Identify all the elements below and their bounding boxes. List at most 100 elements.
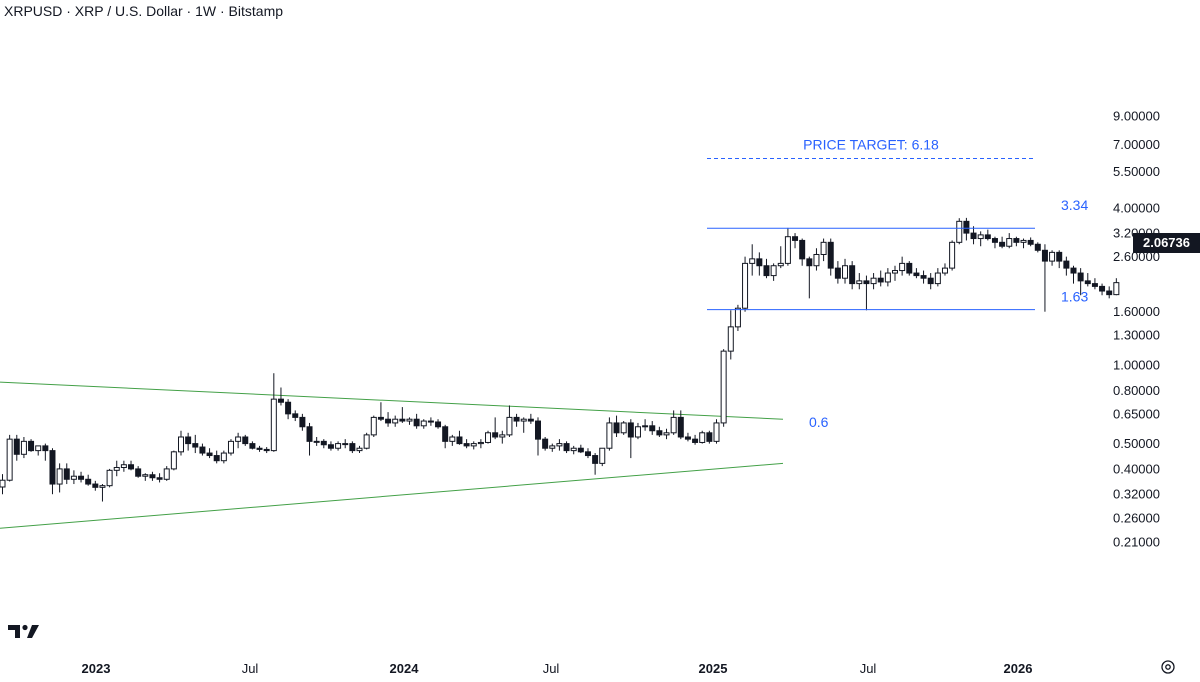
candle xyxy=(220,450,227,464)
candle-body xyxy=(13,438,20,455)
candle-body xyxy=(606,422,613,449)
candle-body xyxy=(663,432,670,436)
candle-body xyxy=(941,267,948,274)
candle-body xyxy=(42,445,49,452)
candle-body xyxy=(756,258,763,267)
candle xyxy=(756,252,763,276)
y-axis: 9.000007.000005.500004.000003.200002.600… xyxy=(1113,108,1160,549)
candle xyxy=(720,349,727,427)
trendline-upper[interactable] xyxy=(0,381,784,420)
candle xyxy=(863,275,870,311)
annotation-label: 1.63 xyxy=(1061,289,1088,305)
candle-body xyxy=(849,265,856,285)
candle xyxy=(734,304,741,331)
candle xyxy=(149,471,156,481)
candle xyxy=(627,419,634,459)
candle xyxy=(1113,278,1120,296)
candle xyxy=(941,263,948,276)
candle xyxy=(35,445,42,456)
candle-body xyxy=(627,422,634,438)
y-tick-label: 0.32000 xyxy=(1113,487,1160,502)
candle xyxy=(99,484,106,502)
candle-body xyxy=(1020,239,1027,243)
candle-body xyxy=(1027,239,1034,245)
candle xyxy=(999,236,1006,249)
candle xyxy=(713,419,720,444)
candle-body xyxy=(1041,249,1048,262)
candle xyxy=(192,434,199,454)
candle-body xyxy=(356,447,363,452)
candle xyxy=(406,417,413,425)
candle xyxy=(227,439,234,456)
candle-body xyxy=(977,234,984,240)
candle-body xyxy=(556,443,563,447)
candle-body xyxy=(734,307,741,328)
candle xyxy=(949,240,956,271)
candle-body xyxy=(327,444,334,449)
candle xyxy=(285,399,292,420)
candle xyxy=(542,436,549,451)
y-tick-label: 9.00000 xyxy=(1113,108,1160,123)
candle-body xyxy=(713,422,720,442)
candle-body xyxy=(970,232,977,240)
candle-body xyxy=(206,452,213,457)
candle-body xyxy=(1013,238,1020,243)
candle-body xyxy=(1077,272,1084,282)
candle xyxy=(913,268,920,279)
candle xyxy=(742,256,749,312)
candle xyxy=(399,407,406,423)
candle xyxy=(613,415,620,437)
candle-body xyxy=(820,241,827,255)
candle-body xyxy=(634,426,641,438)
candle-body xyxy=(684,436,691,440)
candle-body xyxy=(499,434,506,438)
candle xyxy=(834,261,841,284)
candle-body xyxy=(1006,238,1013,247)
candle-body xyxy=(135,468,142,477)
candle-body xyxy=(699,432,706,443)
candle-body xyxy=(70,475,77,480)
candle xyxy=(299,413,306,431)
candle xyxy=(884,268,891,287)
candle-body xyxy=(784,236,791,264)
candle xyxy=(78,471,85,483)
candle xyxy=(199,443,206,456)
candle-body xyxy=(934,272,941,285)
candle xyxy=(163,466,170,481)
candle xyxy=(699,430,706,444)
candle-body xyxy=(120,464,127,468)
candle-body xyxy=(406,418,413,422)
candle-body xyxy=(727,326,734,352)
x-tick-label: Jul xyxy=(242,661,259,676)
candle xyxy=(263,447,270,454)
candle-body xyxy=(1070,267,1077,274)
candle xyxy=(592,453,599,475)
annotation-label: 3.34 xyxy=(1061,197,1088,213)
candle-body xyxy=(349,443,356,452)
candle xyxy=(784,227,791,266)
candle-body xyxy=(342,443,349,446)
candle-body xyxy=(470,443,477,447)
candle xyxy=(42,443,49,461)
candle xyxy=(249,441,256,450)
candle-body xyxy=(213,455,220,462)
candle-body xyxy=(570,447,577,452)
candle xyxy=(213,450,220,464)
trendline-lower[interactable] xyxy=(0,462,784,529)
candle xyxy=(6,434,13,482)
candle-body xyxy=(870,277,877,285)
candle xyxy=(13,434,20,461)
candle-body xyxy=(599,447,606,464)
candle-body xyxy=(906,262,913,274)
candle-body xyxy=(913,272,920,277)
candle xyxy=(520,417,527,433)
candle-body xyxy=(99,485,106,488)
candle-body xyxy=(1084,280,1091,285)
candle xyxy=(1091,278,1098,290)
candle-body xyxy=(770,265,777,277)
candle xyxy=(506,405,513,437)
settings-icon[interactable] xyxy=(1158,657,1178,677)
candle xyxy=(242,434,249,446)
candle xyxy=(1070,265,1077,284)
